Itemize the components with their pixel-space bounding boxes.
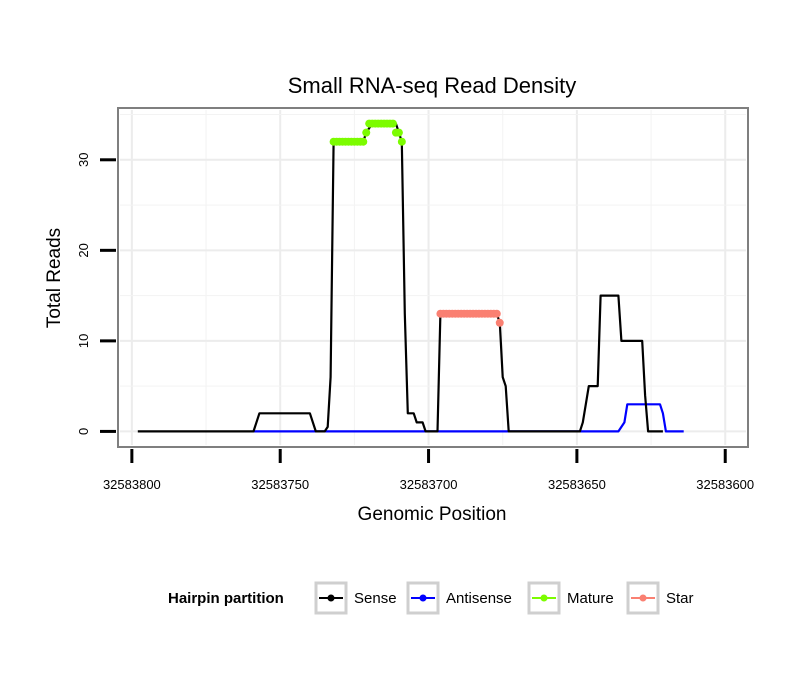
y-axis-title: Total Reads (44, 228, 65, 328)
legend-label-sense: Sense (354, 590, 397, 607)
y-tick-label: 20 (76, 243, 91, 257)
legend-key-point-antisense (419, 594, 427, 602)
mature-point (362, 128, 371, 137)
legend-key-point-sense (327, 594, 335, 602)
star-point (492, 309, 501, 318)
legend-title: Hairpin partition (168, 590, 284, 607)
legend-key-point-mature (540, 594, 548, 602)
mature-point (388, 119, 397, 128)
x-tick-label: 32583700 (400, 477, 458, 492)
x-axis-title: Genomic Position (358, 504, 507, 525)
x-axis: 32583800 32583750 32583700 32583650 32583600 (103, 449, 754, 492)
y-tick-label: 0 (76, 428, 91, 435)
series-layer (137, 119, 684, 433)
legend: Hairpin partition Sense Antisense Mature St… (168, 581, 694, 615)
x-tick-label: 32583750 (251, 477, 309, 492)
chart-title: Small RNA-seq Read Density (288, 73, 577, 98)
x-tick-label: 32583600 (696, 477, 754, 492)
x-tick-label: 32583650 (548, 477, 606, 492)
mature-point (394, 128, 403, 137)
grid (120, 110, 746, 445)
y-axis: 0 10 20 30 (76, 153, 116, 435)
mature-point (397, 137, 406, 146)
legend-key-point-star (639, 594, 647, 602)
legend-label-mature: Mature (567, 590, 614, 607)
legend-label-star: Star (666, 590, 694, 607)
mature-point (359, 137, 368, 146)
star-point (495, 318, 504, 327)
plot-panel-border (117, 107, 749, 448)
sense-series-line (137, 122, 663, 433)
x-tick-label: 32583800 (103, 477, 161, 492)
y-tick-label: 10 (76, 334, 91, 348)
antisense-series-line (253, 403, 684, 433)
y-tick-label: 30 (76, 153, 91, 167)
legend-label-antisense: Antisense (446, 590, 512, 607)
